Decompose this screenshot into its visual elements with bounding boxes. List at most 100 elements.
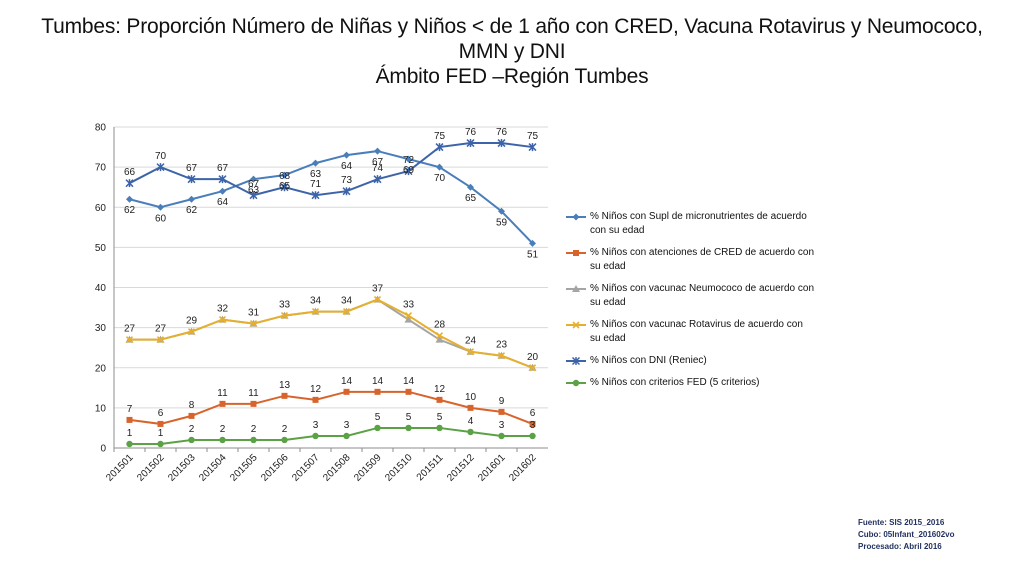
data-label: 63 <box>248 185 260 196</box>
legend-item-1: % Niños con Supl de micronutrientes de a… <box>566 210 816 238</box>
y-tick-label: 70 <box>95 163 107 174</box>
legend-swatch <box>566 285 586 292</box>
data-point-s5 <box>187 175 196 184</box>
data-point-s6 <box>219 436 226 444</box>
data-label: 12 <box>310 384 322 395</box>
data-point-s5 <box>466 139 475 148</box>
data-label: 11 <box>217 388 228 399</box>
legend-label: % Niños con criterios FED (5 criterios) <box>590 377 760 388</box>
data-label: 65 <box>279 181 291 192</box>
data-label: 5 <box>406 412 412 423</box>
data-point-s1 <box>374 147 381 155</box>
data-point-s2 <box>405 388 412 395</box>
data-point-s1 <box>250 175 257 183</box>
data-label: 70 <box>155 151 167 162</box>
data-point-s1 <box>498 207 505 215</box>
data-label: 27 <box>124 324 136 335</box>
x-tick-label: 201509 <box>352 452 384 484</box>
data-label: 67 <box>186 163 198 174</box>
data-point-s6 <box>126 440 133 448</box>
title-line-2: MMN y DNI <box>458 40 566 63</box>
data-point-s4 <box>125 336 134 344</box>
data-label: 34 <box>341 296 353 307</box>
data-label: 3 <box>313 420 319 431</box>
data-point-s6 <box>529 432 536 440</box>
data-label: 5 <box>437 412 443 423</box>
data-point-s5 <box>528 143 537 152</box>
y-tick-label: 40 <box>95 283 107 294</box>
data-point-s5 <box>342 187 351 196</box>
y-tick-label: 60 <box>95 203 107 214</box>
y-tick-label: 0 <box>100 444 106 455</box>
data-point-s4 <box>435 332 444 340</box>
data-label: 64 <box>217 197 229 208</box>
data-label: 14 <box>403 376 415 387</box>
data-point-s6 <box>188 436 195 444</box>
series-line-1 <box>129 150 534 245</box>
x-tick-label: 201502 <box>135 452 167 484</box>
data-label: 3 <box>499 420 505 431</box>
data-point-s6 <box>436 424 443 432</box>
title-line-3: Ámbito FED –Región Tumbes <box>375 65 649 88</box>
data-point-s4 <box>311 308 320 316</box>
data-point-s2 <box>219 400 226 407</box>
data-point-s1 <box>529 239 536 247</box>
data-label: 67 <box>372 157 384 168</box>
y-tick-label: 50 <box>95 243 107 254</box>
legend-swatch <box>566 356 586 366</box>
y-tick-label: 10 <box>95 403 107 414</box>
chart-title: Tumbes: Proporción Número de Niñas y Niñ… <box>40 14 984 89</box>
data-label: 72 <box>403 155 415 166</box>
data-point-s2 <box>374 388 381 395</box>
data-point-s2 <box>188 412 195 419</box>
data-point-s2 <box>312 396 319 403</box>
data-point-s1 <box>467 183 474 191</box>
data-label: 7 <box>127 404 133 415</box>
data-label: 6 <box>158 408 164 419</box>
data-point-s4 <box>528 364 537 372</box>
x-tick-label: 201506 <box>259 452 291 484</box>
data-label: 37 <box>372 284 384 295</box>
data-point-s2 <box>529 420 536 427</box>
data-label: 20 <box>527 352 539 363</box>
legend-label: % Niños con DNI (Reniec) <box>590 355 707 366</box>
series-line-6 <box>129 426 533 445</box>
data-label: 31 <box>248 308 260 319</box>
legend-swatch-marker <box>572 285 580 292</box>
data-point-s2 <box>343 388 350 395</box>
data-point-s5 <box>218 175 227 184</box>
data-label: 29 <box>186 316 198 327</box>
legend-swatch <box>566 213 586 221</box>
data-label: 6 <box>530 408 536 419</box>
data-label: 2 <box>220 424 226 435</box>
data-label: 8 <box>189 400 195 411</box>
data-label: 69 <box>403 165 415 176</box>
data-label: 1 <box>158 428 164 439</box>
data-point-s1 <box>312 159 319 167</box>
y-tick-label: 80 <box>95 123 107 134</box>
data-label: 59 <box>496 217 508 228</box>
series-line-2 <box>129 390 533 425</box>
data-point-s5 <box>156 163 165 172</box>
data-label: 4 <box>468 416 474 427</box>
data-label: 71 <box>310 179 322 190</box>
data-label: 2 <box>282 424 288 435</box>
data-label: 5 <box>375 412 381 423</box>
legend-label: % Niños con vacunac Rotavirus de acuerdo… <box>590 319 803 344</box>
data-label: 14 <box>341 376 353 387</box>
data-label: 62 <box>124 205 136 216</box>
x-tick-label: 201510 <box>383 452 415 484</box>
y-tick-label: 20 <box>95 363 107 374</box>
data-label: 74 <box>372 163 384 174</box>
data-label: 3 <box>530 420 536 431</box>
legend-item-6: % Niños con criterios FED (5 criterios) <box>566 376 816 390</box>
data-point-s5 <box>311 191 320 200</box>
data-point-s6 <box>405 424 412 432</box>
data-label: 33 <box>403 300 415 311</box>
data-label: 68 <box>279 171 291 182</box>
data-point-s4 <box>497 352 506 360</box>
data-label: 23 <box>496 340 508 351</box>
data-label: 65 <box>465 193 477 204</box>
legend-swatch <box>566 321 586 329</box>
legend-swatch-marker <box>572 321 580 329</box>
